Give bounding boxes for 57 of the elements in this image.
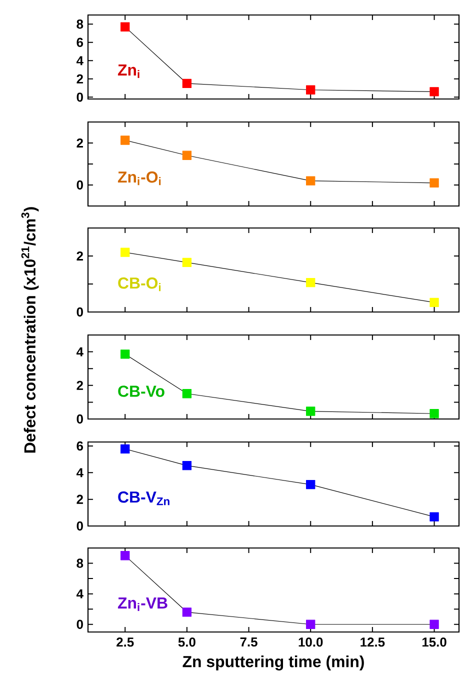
series-label: Zn$_{i}$-VB (118, 598, 168, 612)
point (430, 298, 439, 308)
y-tick-label: 0 (76, 180, 83, 190)
point (120, 22, 130, 32)
series-label: CB-Vo (118, 386, 164, 397)
series-label: Zn$_{i}$ (118, 64, 140, 78)
point (120, 248, 130, 257)
point (182, 461, 192, 470)
point (182, 608, 192, 617)
x-tick-label: 2.5 (116, 638, 134, 647)
y-tick-label: 8 (76, 558, 84, 568)
point (120, 551, 130, 560)
point (182, 258, 192, 268)
x-tick-label: 12.5 (360, 638, 385, 647)
series-label: CB-V$_{Zn}$ (118, 491, 170, 506)
y-tick-label: 0 (76, 521, 83, 531)
point (182, 389, 192, 398)
y-tick-label: 6 (76, 441, 84, 451)
y-axis-title: Defect concentration (x10$^{21}$/cm$^{3}$) (21, 207, 39, 453)
point (306, 85, 316, 94)
point (306, 176, 316, 186)
x-tick-label: 5.0 (178, 638, 196, 647)
y-tick-label: 0 (76, 620, 83, 629)
point (430, 409, 439, 418)
point (430, 512, 439, 522)
y-tick-label: 2 (76, 380, 83, 390)
y-tick-label: 0 (76, 414, 83, 424)
y-tick-label: 4 (76, 589, 84, 598)
point (430, 620, 439, 629)
y-tick-label: 0 (76, 92, 83, 102)
y-tick-label: 4 (76, 468, 84, 478)
y-tick-label: 2 (76, 138, 83, 148)
x-axis-title: Zn sputtering time (min) (182, 656, 364, 670)
point (430, 87, 439, 96)
y-tick-label: 2 (76, 74, 83, 84)
point (120, 444, 130, 454)
point (120, 136, 130, 145)
point (306, 406, 316, 416)
y-tick-label: 8 (76, 20, 84, 29)
y-tick-label: 2 (76, 494, 83, 504)
x-tick-label: 15.0 (422, 638, 446, 647)
y-tick-label: 6 (76, 38, 84, 47)
y-tick-label: 4 (76, 347, 84, 356)
point (306, 278, 316, 288)
y-tick-label: 2 (76, 251, 83, 261)
point (182, 78, 192, 88)
y-tick-label: 0 (76, 307, 83, 317)
series-label: Zn$_{i}$-O$_{i}$ (118, 171, 161, 186)
x-tick-label: 7.5 (240, 638, 258, 647)
series-label: CB-O$_{i}$ (118, 277, 161, 292)
point (306, 620, 316, 629)
y-tick-label: 4 (76, 56, 84, 66)
point (430, 178, 439, 188)
point (182, 150, 192, 160)
point (306, 480, 316, 490)
x-tick-label: 10.0 (298, 638, 323, 647)
point (120, 350, 130, 359)
